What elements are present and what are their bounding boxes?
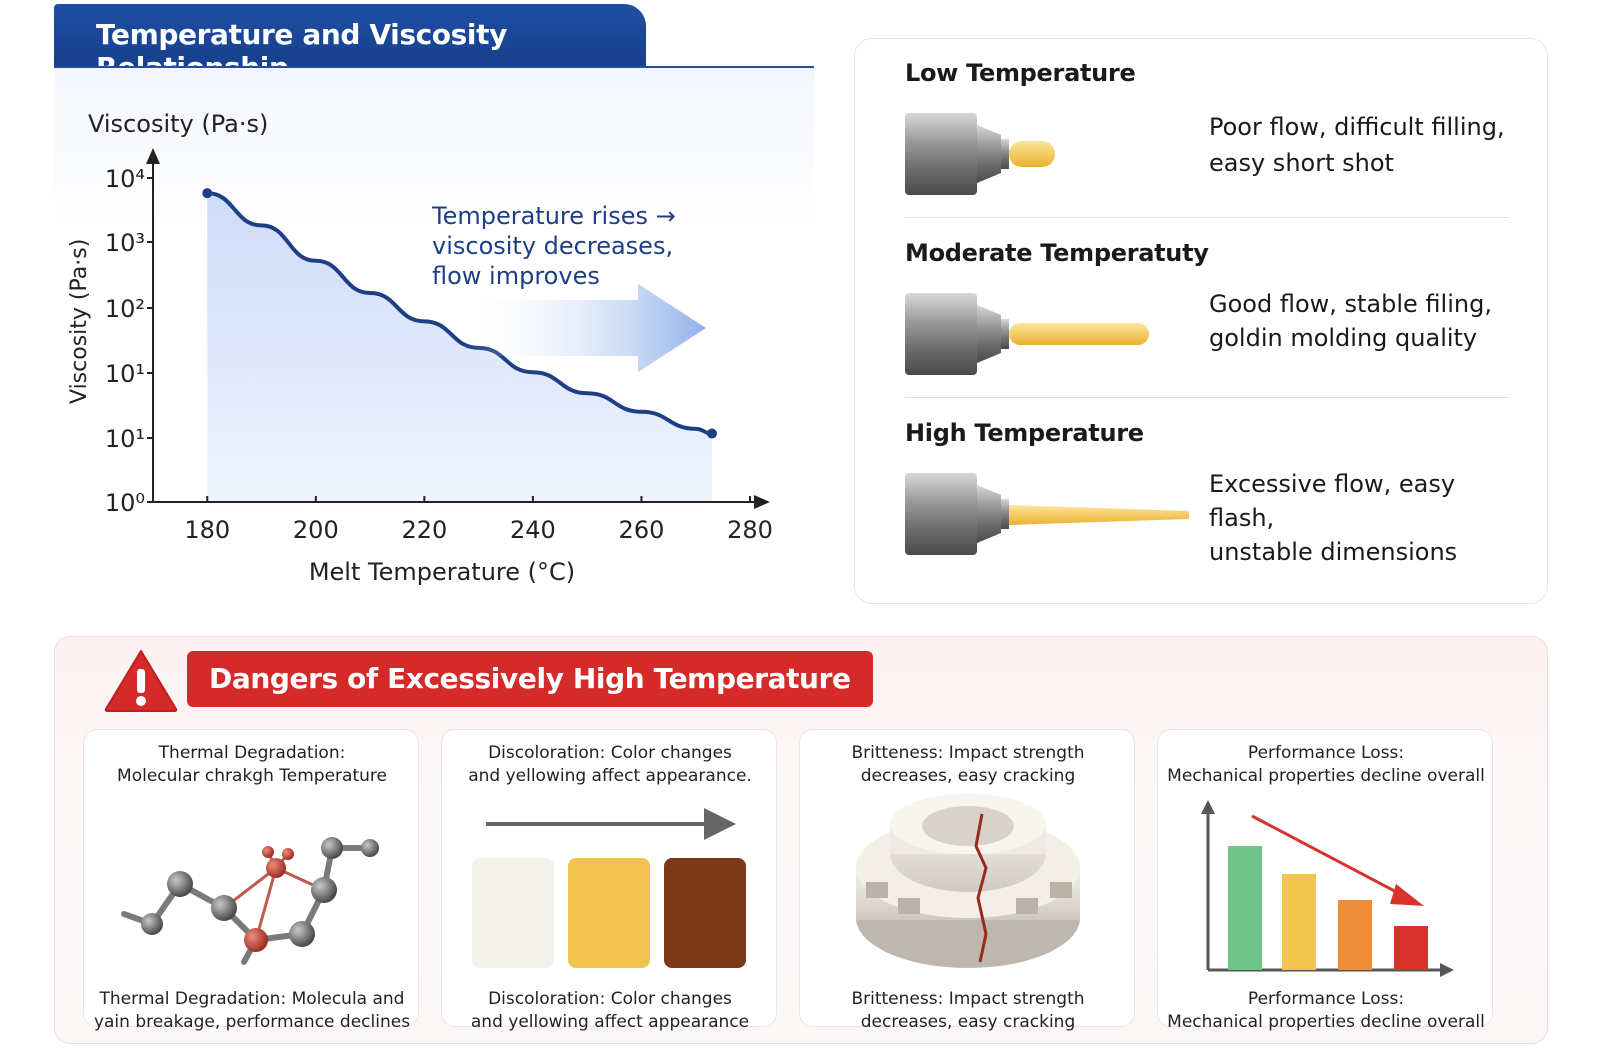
temperature-comparison-panel: Low Temperature Poor flow, difficul: [854, 38, 1548, 604]
caption-line: Performance Loss:: [1247, 743, 1405, 763]
card-caption-top: Performance Loss: Mechanical properties …: [1166, 742, 1486, 788]
y-tick-label: 10¹: [105, 360, 145, 388]
temperature-row-low: Low Temperature Poor flow, difficul: [905, 45, 1509, 225]
curve-start-point: [202, 188, 213, 199]
dangers-title: Dangers of Excessively High Temperature: [187, 651, 873, 707]
melt-flow-moderate: [1009, 323, 1149, 345]
card-caption-top: Discoloration: Color changes and yellowi…: [450, 742, 770, 788]
description-line-2: goldin molding quality: [1209, 324, 1478, 352]
caption-line: yain breakage, performance declines: [93, 1012, 411, 1032]
caption-line: and yellowing affect appearance: [470, 1012, 750, 1032]
bar-3: [1338, 900, 1372, 970]
area-layer: [207, 193, 713, 502]
declining-bars-icon: [1201, 800, 1454, 977]
y-tick-label: 10³: [105, 229, 145, 257]
card-caption-bottom: Britteness: Impact strength decreases, e…: [808, 988, 1128, 1034]
caption-line: and yellowing affect appearance.: [468, 766, 752, 786]
caption-line: decreases, easy cracking: [860, 1012, 1076, 1032]
x-tick-label: 240: [510, 516, 556, 544]
caption-line: Britteness: Impact strength: [851, 743, 1085, 763]
x-tick-label: 280: [727, 516, 773, 544]
temperature-row-description: Poor flow, difficult filling, easy short…: [1209, 109, 1519, 181]
x-tick-label: 220: [401, 516, 447, 544]
y-tick-label: 10¹: [105, 425, 145, 453]
y-axis-title: Viscosity (Pa·s): [88, 110, 268, 138]
caption-line: Mechanical properties decline overall: [1167, 766, 1485, 786]
y-tick-label: 10⁰: [105, 489, 145, 517]
card-caption-bottom: Thermal Degradation: Molecula and yain b…: [92, 988, 412, 1034]
temperature-row-title: Low Temperature: [905, 59, 1136, 87]
curve-area: [207, 193, 713, 502]
y-axis-side-label: Viscosity (Pa·s): [67, 239, 92, 404]
annotation-line-3: flow improves: [432, 262, 600, 290]
bar-2: [1282, 874, 1316, 970]
card-caption-top: Thermal Degradation: Molecular chrakgh T…: [92, 742, 412, 788]
danger-card-thermal-degradation: Thermal Degradation: Molecular chrakgh T…: [83, 729, 419, 1032]
viscosity-chart-panel: Temperature and Viscosity Relationship V…: [54, 4, 814, 600]
card-caption-top: Britteness: Impact strength decreases, e…: [808, 742, 1128, 788]
row-divider: [905, 217, 1509, 218]
caption-line: Discoloration: Color changes: [488, 743, 732, 763]
caption-line: Thermal Degradation:: [158, 743, 346, 763]
decline-arrow: [1390, 884, 1424, 906]
color-swatches-icon: [472, 808, 746, 968]
caption-line: Britteness: Impact strength: [851, 989, 1085, 1009]
melt-flow-low: [1009, 141, 1055, 167]
card-caption-bottom: Performance Loss: Mechanical properties …: [1166, 988, 1486, 1034]
description-line-1: Poor flow, difficult filling,: [1209, 113, 1505, 141]
swatch-brown: [664, 858, 746, 968]
danger-card-discoloration: Discoloration: Color changes and yellowi…: [441, 729, 777, 1032]
x-tick-label: 200: [293, 516, 339, 544]
bar-1: [1228, 846, 1262, 970]
axes: [146, 148, 770, 509]
danger-card-brittleness: Britteness: Impact strength decreases, e…: [799, 729, 1135, 1032]
viscosity-chart: Viscosity (Pa·s) Viscosity (Pa·s) Melt T…: [67, 110, 773, 586]
bar-4: [1394, 926, 1428, 970]
molecule-icon: [121, 837, 379, 965]
description-line-2: easy short shot: [1209, 149, 1394, 177]
tick-layer: 180 200 220 240 260 280 10⁴ 10³ 10² 10¹ 10¹ 10⁰: [105, 165, 773, 544]
caption-line: Thermal Degradation: Molecula and: [99, 989, 405, 1009]
annotation-line-2: viscosity decreases,: [432, 232, 673, 260]
x-tick-label: 180: [184, 516, 230, 544]
temperature-row-title: High Temperature: [905, 419, 1144, 447]
trend-annotation: Temperature rises → viscosity decreases,…: [431, 202, 706, 372]
caption-line: Performance Loss:: [1247, 989, 1405, 1009]
temperature-row-description: Excessive flow, easy flash, unstable dim…: [1209, 467, 1519, 569]
nozzle-moderate-icon: [905, 293, 1149, 375]
temperature-row-description: Good flow, stable filing, goldin molding…: [1209, 287, 1519, 355]
swatch-yellow: [568, 858, 650, 968]
caption-line: Molecular chrakgh Temperature: [117, 766, 387, 786]
melt-flow-high: [1009, 505, 1189, 525]
y-axis-arrow: [146, 148, 160, 164]
trend-arrow: [464, 284, 706, 372]
dangers-panel: Dangers of Excessively High Temperature …: [54, 636, 1548, 1044]
card-caption-bottom: Discoloration: Color changes and yellowi…: [450, 988, 770, 1034]
caption-line: Discoloration: Color changes: [488, 989, 732, 1009]
description-line-2: unstable dimensions: [1209, 538, 1458, 566]
swatch-white: [472, 858, 554, 968]
caption-line: decreases, easy cracking: [860, 766, 1076, 786]
danger-card-performance-loss: Performance Loss: Mechanical properties …: [1157, 729, 1493, 1032]
temperature-row-high: High Temperature Excessive flow, easy fl…: [905, 405, 1509, 585]
description-line-1: Good flow, stable filing,: [1209, 290, 1492, 318]
x-tick-label: 260: [619, 516, 665, 544]
y-tick-label: 10⁴: [105, 165, 145, 193]
x-axis-arrow: [754, 495, 770, 509]
chart-panel-title: Temperature and Viscosity Relationship: [54, 4, 646, 84]
caption-line: Mechanical properties decline overall: [1167, 1012, 1485, 1032]
cracked-part-icon: [856, 794, 1080, 968]
row-divider: [905, 397, 1509, 398]
chart-body: Viscosity (Pa·s) Viscosity (Pa·s) Melt T…: [54, 66, 814, 600]
curve-end-point: [707, 428, 718, 439]
nozzle-low-icon: [905, 113, 1055, 195]
temperature-row-moderate: Moderate Temperatuty Good flow, stable f…: [905, 225, 1509, 405]
description-line-1: Excessive flow, easy flash,: [1209, 470, 1456, 532]
x-axis-title: Melt Temperature (°C): [309, 558, 575, 586]
annotation-line-1: Temperature rises →: [431, 202, 676, 230]
temperature-row-title: Moderate Temperatuty: [905, 239, 1209, 267]
warning-icon: [104, 650, 178, 712]
y-tick-label: 10²: [105, 295, 145, 323]
nozzle-high-icon: [905, 473, 1189, 555]
